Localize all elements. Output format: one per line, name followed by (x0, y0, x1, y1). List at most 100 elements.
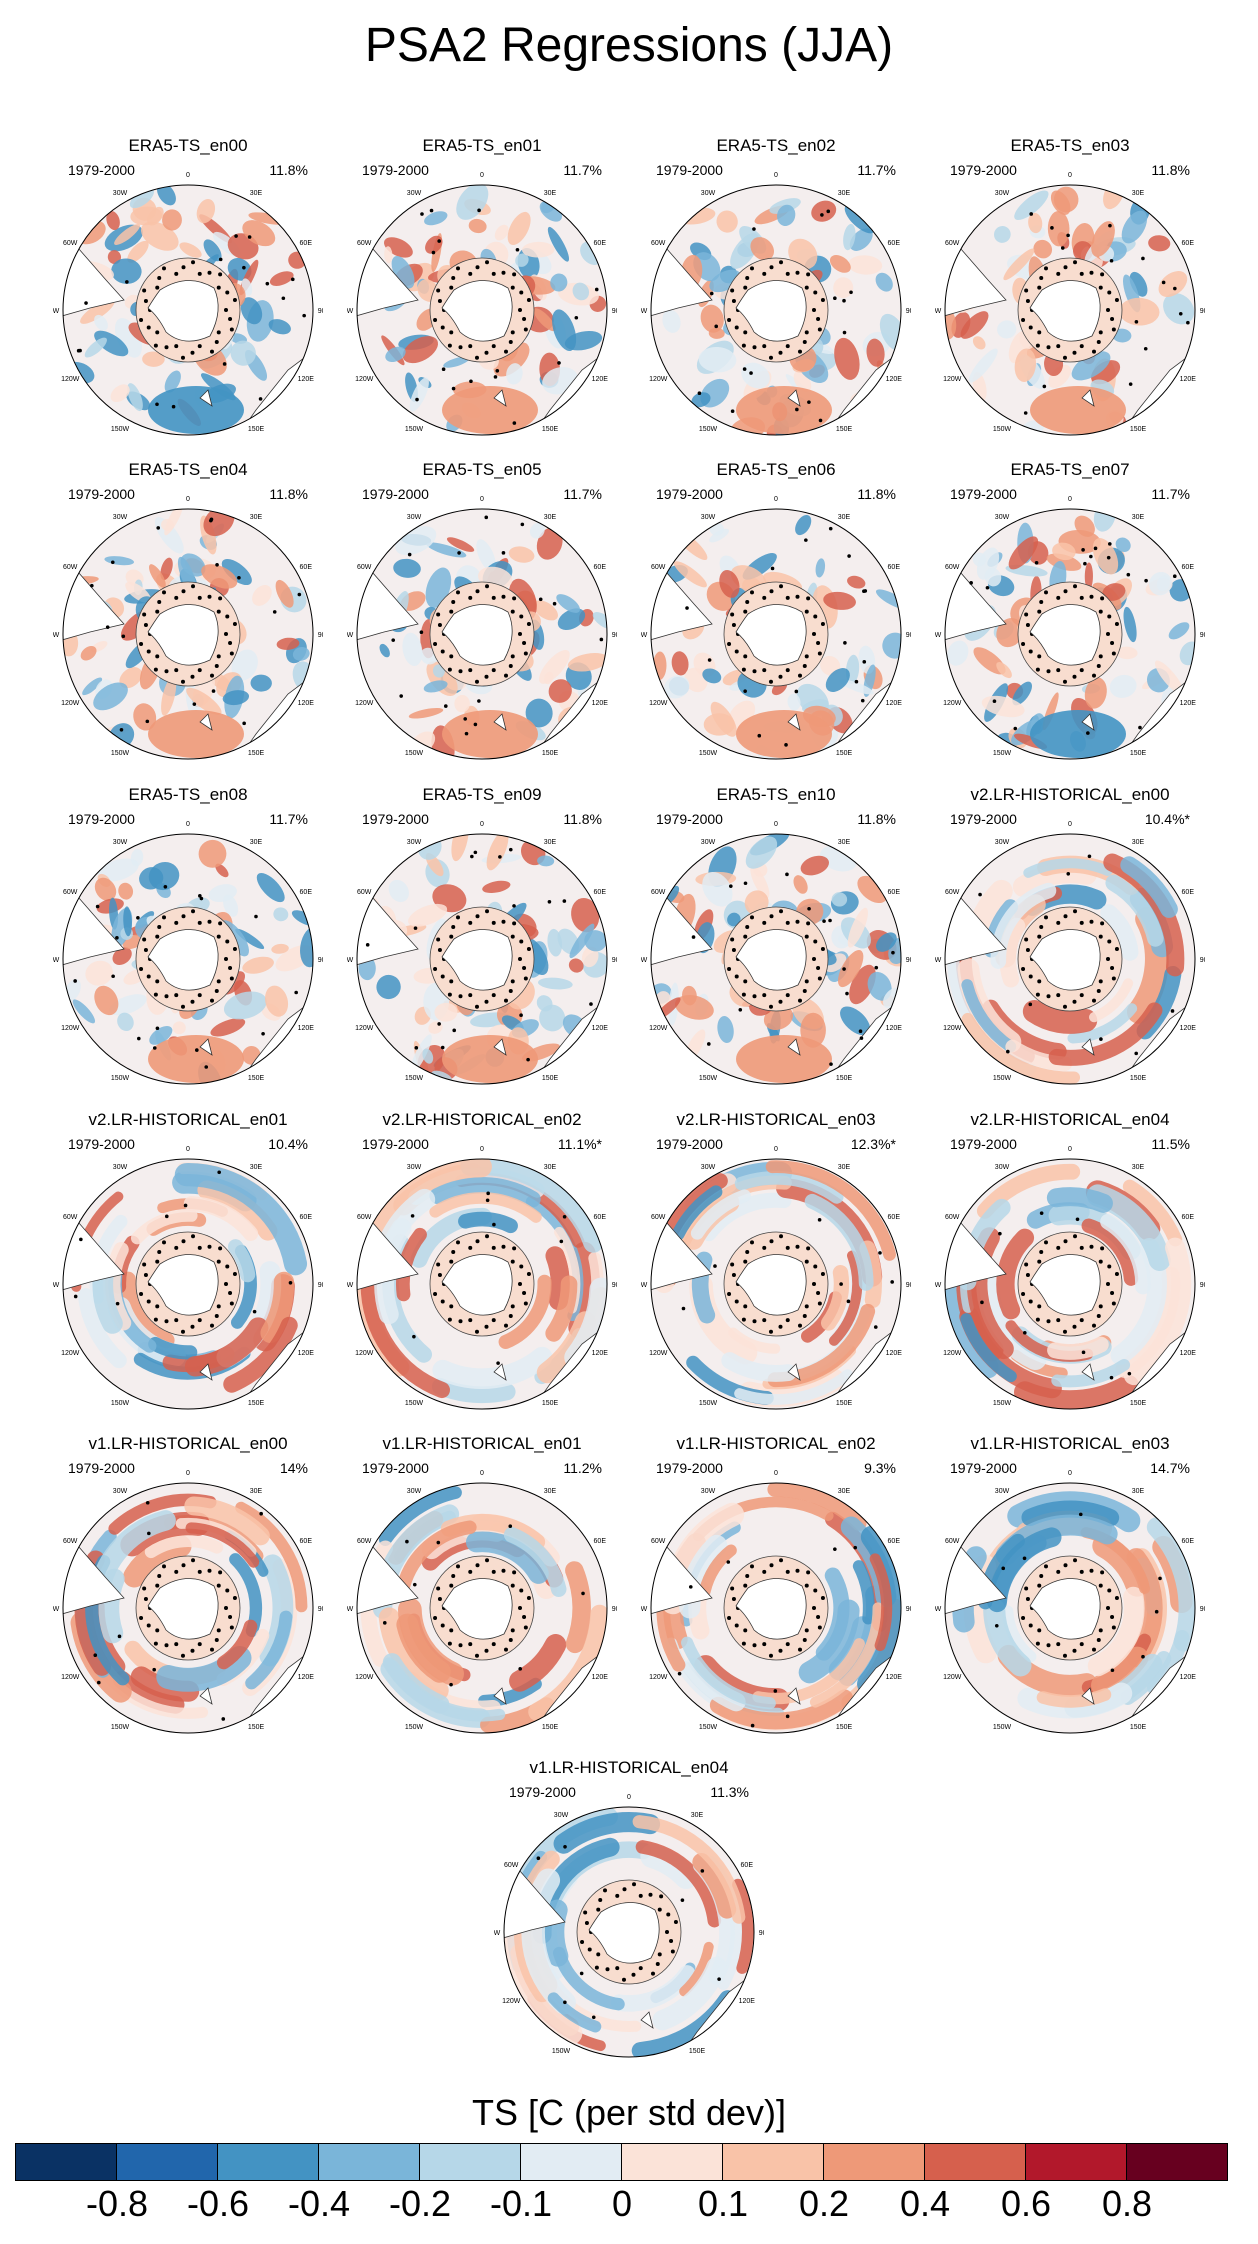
longitude-label: 60W (651, 240, 666, 247)
longitude-label: 60W (357, 889, 372, 896)
panel-variance-percent: 11.7% (1151, 486, 1190, 502)
longitude-label: 150E (1130, 750, 1147, 757)
longitude-label: 150W (993, 426, 1012, 433)
longitude-label: 30E (250, 190, 263, 197)
longitude-label: 60E (888, 564, 901, 571)
longitude-label: 150E (248, 426, 265, 433)
longitude-label: 90E (612, 308, 617, 315)
colorbar-title: TS [C (per std dev)] (471, 2092, 787, 2133)
longitude-label: 30E (1132, 1488, 1145, 1495)
longitude-label: 30W (113, 1164, 128, 1171)
colorbar-segment (520, 2143, 622, 2181)
polar-map: 030E60E90E120E150E180150W120W90W60W30W (53, 821, 323, 1085)
colorbar-segment (722, 2143, 824, 2181)
longitude-label: 150W (993, 1724, 1012, 1731)
longitude-label: 30W (995, 514, 1010, 521)
map-panel: v2.LR-HISTORICAL_en01 1979-2000 10.4% 0 30E 6… (53, 1110, 323, 1420)
longitude-label: 150W (111, 426, 130, 433)
map-panel: ERA5-TS_en04 1979-2000 11.8% 0 30E 60E 90E 120E… (53, 460, 323, 770)
longitude-label: 120E (886, 376, 903, 383)
longitude-label: 120W (355, 700, 374, 707)
longitude-label: 90W (641, 308, 648, 315)
longitude-label: 150E (836, 1724, 853, 1731)
panel-variance-percent: 11.5% (1151, 1136, 1190, 1152)
panel-variance-percent: 11.8% (269, 162, 308, 178)
longitude-label: 90E (612, 1282, 617, 1289)
longitude-label: 90E (906, 308, 911, 315)
longitude-label: 120E (298, 1674, 315, 1681)
longitude-label: 0 (1068, 821, 1072, 828)
longitude-label: 0 (480, 821, 484, 828)
longitude-label: 150E (1130, 1075, 1147, 1082)
panel-variance-percent: 9.3% (864, 1460, 896, 1476)
panel-title: ERA5-TS_en00 (128, 136, 248, 155)
panel-period: 1979-2000 (362, 486, 429, 502)
longitude-label: 150E (542, 1724, 559, 1731)
map-panel: ERA5-TS_en05 1979-2000 11.7% 0 30E 60E 90E 120E… (347, 460, 617, 770)
longitude-label: 30E (544, 839, 557, 846)
map-panel: v1.LR-HISTORICAL_en03 1979-2000 14.7% 0 30E 6… (935, 1434, 1205, 1744)
colorbar-segment (621, 2143, 723, 2181)
longitude-label: 60E (1182, 1214, 1195, 1221)
panel-title: v2.LR-HISTORICAL_en01 (88, 1110, 288, 1129)
longitude-label: 120W (943, 700, 962, 707)
longitude-label: 150W (111, 1400, 130, 1407)
longitude-label: 120W (355, 1350, 374, 1357)
panel-variance-percent: 11.7% (269, 811, 308, 827)
longitude-label: 60W (63, 564, 78, 571)
longitude-label: 120W (943, 1025, 962, 1032)
map-panel: ERA5-TS_en07 1979-2000 11.7% 0 30E 60E 90E 120E… (935, 460, 1205, 770)
polar-map: 030E60E90E120E150E180150W120W90W60W30W (53, 496, 323, 760)
polar-map: 030E60E90E120E150E180150W120W90W60W30W (935, 1146, 1205, 1410)
colorbar-segment (1025, 2143, 1127, 2181)
longitude-label: 150E (1130, 426, 1147, 433)
longitude-label: 90W (935, 957, 942, 964)
polar-map: 030E60E90E120E150E180150W120W90W60W30W (347, 172, 617, 436)
longitude-label: 90E (318, 957, 323, 964)
longitude-label: 90W (935, 1606, 942, 1613)
colorbar-tick-label: -0.4 (287, 2183, 351, 2224)
panel-variance-percent: 11.2% (563, 1460, 602, 1476)
longitude-label: 0 (774, 1470, 778, 1477)
longitude-label: 0 (480, 1470, 484, 1477)
panel-variance-percent: 14.7% (1150, 1460, 1190, 1476)
longitude-label: 150E (542, 1075, 559, 1082)
colorbar-tick-label: -0.8 (85, 2183, 149, 2224)
panel-variance-percent: 11.7% (563, 162, 602, 178)
longitude-label: 30W (995, 839, 1010, 846)
longitude-label: 0 (186, 1146, 190, 1153)
longitude-label: 60E (888, 1538, 901, 1545)
longitude-label: 30E (544, 190, 557, 197)
longitude-label: 30E (838, 839, 851, 846)
longitude-label: 60W (651, 1538, 666, 1545)
panel-title: v1.LR-HISTORICAL_en02 (676, 1434, 876, 1453)
longitude-label: 0 (480, 172, 484, 179)
colorbar-tick-label: -0.1 (489, 2183, 553, 2224)
longitude-label: 120W (502, 1998, 521, 2005)
longitude-label: 0 (186, 172, 190, 179)
longitude-label: 30E (1132, 514, 1145, 521)
longitude-label: 120W (61, 376, 80, 383)
longitude-label: 90E (318, 632, 323, 639)
longitude-label: 30E (544, 1488, 557, 1495)
longitude-label: 0 (1068, 172, 1072, 179)
panel-title: v2.LR-HISTORICAL_en04 (970, 1110, 1170, 1129)
polar-map: 030E60E90E120E150E180150W120W90W60W30W (935, 172, 1205, 436)
panel-variance-percent: 14% (279, 1460, 308, 1476)
polar-map: 030E60E90E120E150E180150W120W90W60W30W (641, 1470, 911, 1734)
longitude-label: 90E (612, 1606, 617, 1613)
longitude-label: 30W (554, 1812, 569, 1819)
longitude-label: 30E (1132, 839, 1145, 846)
panel-period: 1979-2000 (68, 1460, 135, 1476)
longitude-label: 150E (836, 1400, 853, 1407)
longitude-label: 30W (113, 514, 128, 521)
longitude-label: 120W (61, 1674, 80, 1681)
longitude-label: 0 (774, 1146, 778, 1153)
longitude-label: 30E (250, 1164, 263, 1171)
longitude-label: 120E (1180, 1674, 1197, 1681)
map-panel: ERA5-TS_en06 1979-2000 11.8% 0 30E 60E 90E 120E… (641, 460, 911, 770)
longitude-label: 30E (838, 1164, 851, 1171)
longitude-label: 90W (935, 308, 942, 315)
colorbar-segment (15, 2143, 117, 2181)
panel-title: v2.LR-HISTORICAL_en02 (382, 1110, 582, 1129)
